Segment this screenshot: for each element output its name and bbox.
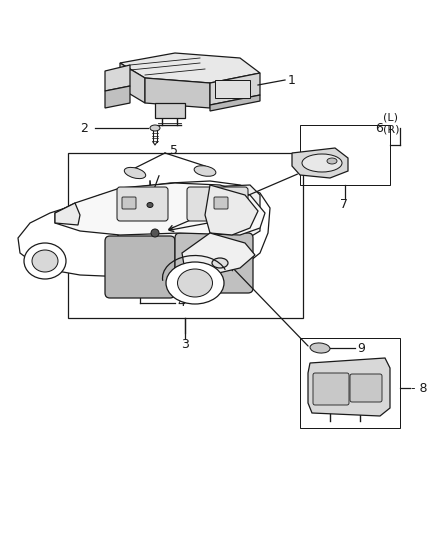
Ellipse shape	[310, 343, 330, 353]
Text: 6: 6	[375, 122, 383, 134]
Text: 2: 2	[80, 122, 88, 134]
Polygon shape	[182, 233, 255, 275]
Polygon shape	[155, 103, 185, 118]
Ellipse shape	[194, 166, 216, 176]
Ellipse shape	[166, 262, 224, 304]
FancyBboxPatch shape	[187, 187, 248, 221]
Ellipse shape	[150, 125, 160, 131]
Polygon shape	[110, 185, 260, 243]
Text: (R): (R)	[383, 125, 399, 135]
Bar	[68, 153, 303, 318]
Ellipse shape	[177, 269, 212, 297]
Bar	[300, 125, 390, 185]
Polygon shape	[292, 148, 348, 178]
Text: - 8: - 8	[411, 382, 427, 394]
FancyBboxPatch shape	[214, 197, 228, 209]
FancyBboxPatch shape	[350, 374, 382, 402]
Bar	[215, 80, 250, 98]
Polygon shape	[18, 181, 270, 278]
Polygon shape	[120, 63, 145, 103]
Polygon shape	[55, 203, 80, 225]
Ellipse shape	[147, 203, 153, 207]
Polygon shape	[205, 185, 258, 235]
Ellipse shape	[32, 250, 58, 272]
FancyBboxPatch shape	[122, 197, 136, 209]
Polygon shape	[210, 95, 260, 111]
Text: 9: 9	[357, 342, 365, 354]
Ellipse shape	[302, 154, 342, 172]
Ellipse shape	[124, 167, 146, 179]
FancyBboxPatch shape	[117, 187, 168, 221]
Polygon shape	[308, 358, 390, 416]
Polygon shape	[55, 183, 265, 235]
FancyBboxPatch shape	[313, 373, 349, 405]
Text: (L): (L)	[383, 113, 398, 123]
Bar	[300, 338, 400, 428]
FancyBboxPatch shape	[175, 233, 253, 293]
FancyBboxPatch shape	[105, 236, 175, 298]
Polygon shape	[105, 86, 130, 108]
Polygon shape	[145, 78, 210, 108]
Polygon shape	[123, 193, 247, 235]
Ellipse shape	[24, 243, 66, 279]
Text: 7: 7	[340, 198, 348, 212]
Polygon shape	[120, 53, 260, 83]
Text: 4: 4	[177, 296, 185, 310]
Ellipse shape	[212, 258, 228, 268]
Ellipse shape	[151, 229, 159, 237]
Polygon shape	[210, 73, 260, 105]
Text: 1: 1	[288, 74, 296, 86]
Ellipse shape	[327, 158, 337, 164]
Text: 3: 3	[181, 338, 189, 351]
Text: 5: 5	[170, 144, 178, 157]
Text: 10: 10	[238, 206, 254, 220]
Polygon shape	[105, 65, 130, 91]
